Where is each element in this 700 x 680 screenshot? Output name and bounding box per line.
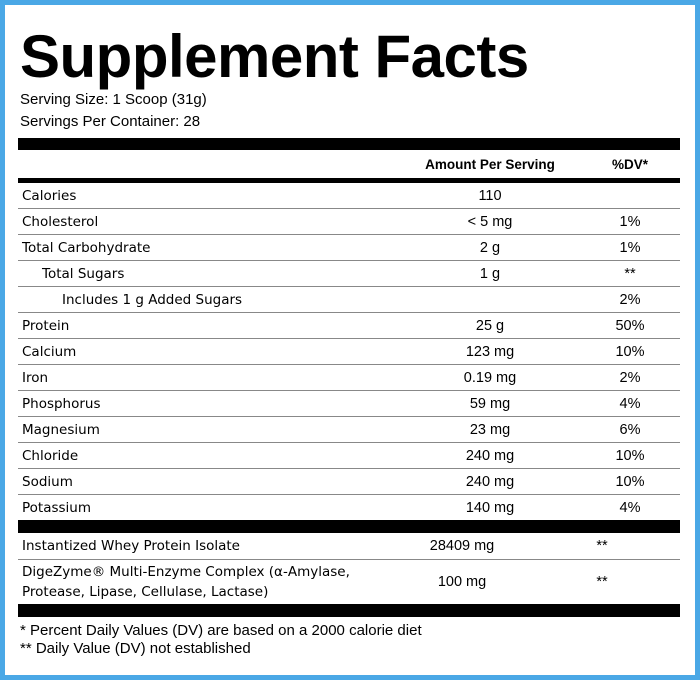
header-dv: %DV* xyxy=(611,156,648,172)
supplement-facts-label: Supplement Facts Serving Size: 1 Scoop (… xyxy=(18,25,680,658)
table-row: Calcium 123 mg 10% xyxy=(18,339,680,365)
row-dv: 1% xyxy=(619,213,641,230)
row-dv: 4% xyxy=(619,395,641,412)
row-dv: ** xyxy=(596,538,608,554)
row-name: Potassium xyxy=(22,499,92,516)
servings-per-container: Servings Per Container: 28 xyxy=(20,113,201,130)
row-name: Calories xyxy=(22,187,77,204)
row-name: Magnesium xyxy=(22,421,100,438)
row-amount: 59 mg xyxy=(469,395,511,412)
row-amount: 28409 mg xyxy=(429,538,495,554)
table-row: Iron 0.19 mg 2% xyxy=(18,365,680,391)
row-amount: 240 mg xyxy=(465,473,515,490)
table-header: Amount Per Serving %DV* xyxy=(18,150,680,178)
row-dv: 2% xyxy=(619,291,641,308)
sections: Calories 110 Cholesterol < 5 mg 1% Total Carb… xyxy=(18,183,680,617)
section-rule xyxy=(18,520,680,533)
row-name: Iron xyxy=(22,369,49,386)
footnotes: * Percent Daily Values (DV) are based on… xyxy=(18,622,680,658)
row-amount: < 5 mg xyxy=(467,213,513,230)
serving-size: Serving Size: 1 Scoop (31g) xyxy=(20,91,207,108)
row-dv: ** xyxy=(596,574,608,590)
row-dv: 10% xyxy=(615,447,645,464)
row-dv: 50% xyxy=(615,317,645,334)
table-row: Protein 25 g 50% xyxy=(18,313,680,339)
row-amount: 23 mg xyxy=(469,421,511,438)
rule xyxy=(18,178,680,183)
thick-rule xyxy=(18,138,680,150)
table-row: Phosphorus 59 mg 4% xyxy=(18,391,680,417)
row-name: Total Sugars xyxy=(42,265,125,282)
row-name: DigeZyme® Multi-Enzyme Complex (α-Amylas… xyxy=(22,564,350,600)
footnote: ** Daily Value (DV) not established xyxy=(20,640,251,657)
section-rule xyxy=(18,604,680,617)
table-row: Chloride 240 mg 10% xyxy=(18,443,680,469)
row-dv: ** xyxy=(624,265,636,282)
row-dv: 1% xyxy=(619,239,641,256)
row-amount: 240 mg xyxy=(465,447,515,464)
row-dv: 10% xyxy=(615,343,645,360)
table-row: Cholesterol < 5 mg 1% xyxy=(18,209,680,235)
footnote: * Percent Daily Values (DV) are based on… xyxy=(20,622,422,639)
table-row: Sodium 240 mg 10% xyxy=(18,469,680,495)
table-row: Potassium 140 mg 4% xyxy=(18,495,680,520)
row-dv: 4% xyxy=(619,499,641,516)
row-name: Phosphorus xyxy=(22,395,101,412)
row-name: Total Carbohydrate xyxy=(22,239,151,256)
row-amount: 123 mg xyxy=(465,343,515,360)
table-row: Instantized Whey Protein Isolate 28409 mg… xyxy=(18,533,680,560)
table-row: Includes 1 g Added Sugars 2% xyxy=(18,287,680,313)
row-amount: 0.19 mg xyxy=(463,369,517,386)
row-name: Sodium xyxy=(22,473,73,490)
row-name: Instantized Whey Protein Isolate xyxy=(22,538,240,554)
table-row: Magnesium 23 mg 6% xyxy=(18,417,680,443)
table-row: Total Carbohydrate 2 g 1% xyxy=(18,235,680,261)
row-name: Includes 1 g Added Sugars xyxy=(62,291,243,308)
title: Supplement Facts xyxy=(20,23,529,90)
row-amount: 25 g xyxy=(475,317,505,334)
row-amount: 2 g xyxy=(479,239,501,256)
row-name: Protein xyxy=(22,317,70,334)
table-row: Calories 110 xyxy=(18,183,680,209)
row-dv: 10% xyxy=(615,473,645,490)
row-name: Calcium xyxy=(22,343,77,360)
row-amount: 140 mg xyxy=(465,499,515,516)
row-name: Chloride xyxy=(22,447,79,464)
row-amount: 1 g xyxy=(479,265,501,282)
header-amount: Amount Per Serving xyxy=(425,156,555,172)
header-spacer xyxy=(18,162,420,166)
table-row: Total Sugars 1 g ** xyxy=(18,261,680,287)
row-dv: 6% xyxy=(619,421,641,438)
row-amount: 100 mg xyxy=(437,574,487,590)
row-dv: 2% xyxy=(619,369,641,386)
row-name: Cholesterol xyxy=(22,213,99,230)
row-amount: 110 xyxy=(478,187,502,204)
table-row: DigeZyme® Multi-Enzyme Complex (α-Amylas… xyxy=(18,560,680,604)
